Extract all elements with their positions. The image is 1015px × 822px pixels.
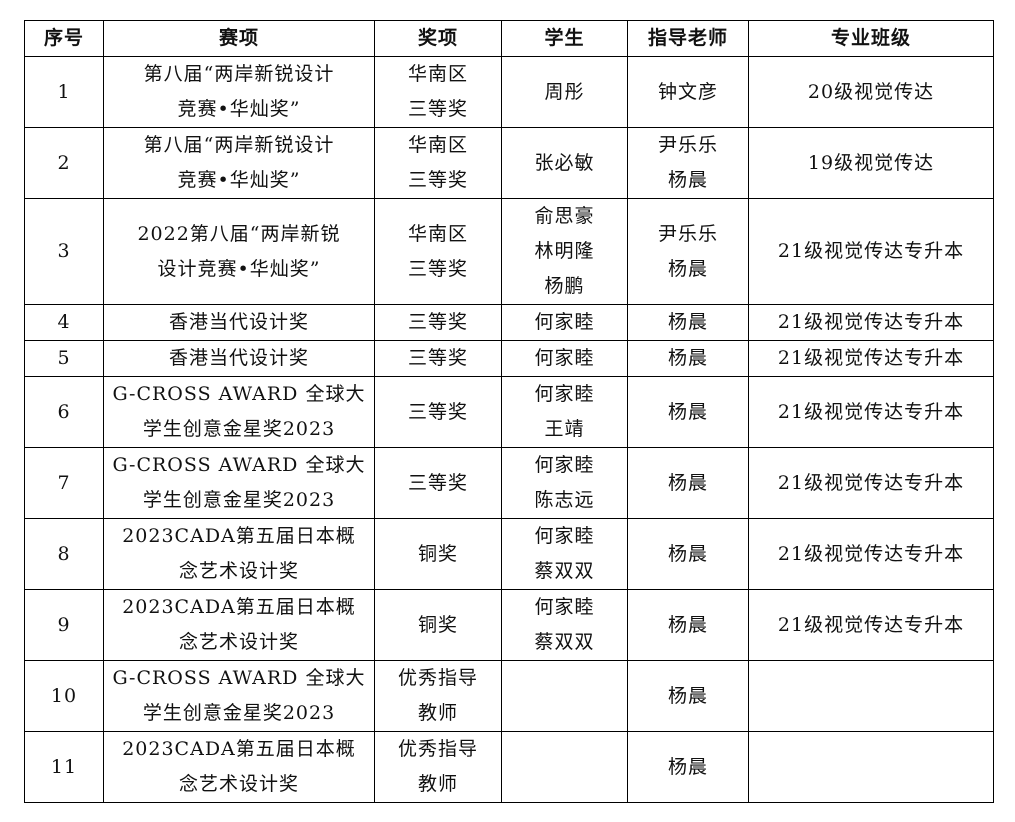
table-row: 4 香港当代设计奖 三等奖 何家睦 杨晨 21级视觉传达专升本 [24, 304, 994, 341]
header-row: 序号 赛项 奖项 学生 指导老师 专业班级 [24, 20, 994, 57]
cell-student [501, 731, 628, 803]
cell-competition: G-CROSS AWARD 全球大 学生创意金星奖2023 [103, 376, 375, 448]
cell-award: 铜奖 [374, 518, 502, 590]
cell-advisor: 杨晨 [627, 660, 749, 732]
cell-student: 何家睦 蔡双双 [501, 589, 628, 661]
cell-competition: 2023CADA第五届日本概 念艺术设计奖 [103, 518, 375, 590]
header-award: 奖项 [374, 20, 502, 57]
cell-advisor: 杨晨 [627, 518, 749, 590]
header-competition: 赛项 [103, 20, 375, 57]
cell-advisor: 杨晨 [627, 589, 749, 661]
cell-index: 1 [24, 56, 104, 128]
cell-competition: 2022第八届“两岸新锐 设计竞赛•华灿奖” [103, 198, 375, 305]
cell-student: 张必敏 [501, 127, 628, 199]
cell-advisor: 杨晨 [627, 304, 749, 341]
cell-index: 5 [24, 340, 104, 377]
cell-advisor: 杨晨 [627, 447, 749, 519]
cell-index: 7 [24, 447, 104, 519]
table-row: 9 2023CADA第五届日本概 念艺术设计奖 铜奖 何家睦 蔡双双 杨晨 21级视觉传达… [24, 589, 994, 661]
table-row: 8 2023CADA第五届日本概 念艺术设计奖 铜奖 何家睦 蔡双双 杨晨 21级视觉传达… [24, 518, 994, 590]
cell-competition: 第八届“两岸新锐设计 竞赛•华灿奖” [103, 56, 375, 128]
cell-award: 铜奖 [374, 589, 502, 661]
cell-award: 优秀指导 教师 [374, 660, 502, 732]
table-row: 5 香港当代设计奖 三等奖 何家睦 杨晨 21级视觉传达专升本 [24, 340, 994, 377]
cell-student: 何家睦 [501, 340, 628, 377]
cell-index: 9 [24, 589, 104, 661]
cell-class: 20级视觉传达 [748, 56, 994, 128]
cell-award: 华南区 三等奖 [374, 127, 502, 199]
cell-advisor: 杨晨 [627, 731, 749, 803]
table-row: 7 G-CROSS AWARD 全球大 学生创意金星奖2023 三等奖 何家睦 陈志远… [24, 447, 994, 519]
cell-award: 三等奖 [374, 340, 502, 377]
header-class: 专业班级 [748, 20, 994, 57]
table-row: 1 第八届“两岸新锐设计 竞赛•华灿奖” 华南区 三等奖 周彤 钟文彦 20级视觉传达 [24, 56, 994, 128]
cell-student: 何家睦 [501, 304, 628, 341]
cell-advisor: 钟文彦 [627, 56, 749, 128]
table-row: 10 G-CROSS AWARD 全球大 学生创意金星奖2023 优秀指导 教师 杨晨 [24, 660, 994, 732]
cell-advisor: 尹乐乐 杨晨 [627, 127, 749, 199]
cell-index: 6 [24, 376, 104, 448]
cell-student: 俞思豪 林明隆 杨鹏 [501, 198, 628, 305]
cell-competition: G-CROSS AWARD 全球大 学生创意金星奖2023 [103, 660, 375, 732]
cell-competition: 2023CADA第五届日本概 念艺术设计奖 [103, 589, 375, 661]
cell-index: 8 [24, 518, 104, 590]
cell-class: 21级视觉传达专升本 [748, 304, 994, 341]
cell-class: 21级视觉传达专升本 [748, 518, 994, 590]
cell-award: 三等奖 [374, 447, 502, 519]
cell-award: 华南区 三等奖 [374, 56, 502, 128]
table-row: 2 第八届“两岸新锐设计 竞赛•华灿奖” 华南区 三等奖 张必敏 尹乐乐 杨晨 19级视觉… [24, 127, 994, 199]
cell-student: 周彤 [501, 56, 628, 128]
cell-award: 优秀指导 教师 [374, 731, 502, 803]
cell-advisor: 杨晨 [627, 376, 749, 448]
table-row: 6 G-CROSS AWARD 全球大 学生创意金星奖2023 三等奖 何家睦 王靖杨… [24, 376, 994, 448]
header-index: 序号 [24, 20, 104, 57]
cell-award: 三等奖 [374, 376, 502, 448]
cell-class: 21级视觉传达专升本 [748, 376, 994, 448]
cell-student: 何家睦 蔡双双 [501, 518, 628, 590]
cell-competition: 香港当代设计奖 [103, 304, 375, 341]
cell-student [501, 660, 628, 732]
cell-class: 21级视觉传达专升本 [748, 447, 994, 519]
cell-index: 3 [24, 198, 104, 305]
cell-student: 何家睦 陈志远 [501, 447, 628, 519]
cell-competition: 第八届“两岸新锐设计 竞赛•华灿奖” [103, 127, 375, 199]
cell-competition: 香港当代设计奖 [103, 340, 375, 377]
cell-class: 21级视觉传达专升本 [748, 198, 994, 305]
cell-advisor: 杨晨 [627, 340, 749, 377]
cell-index: 2 [24, 127, 104, 199]
cell-class [748, 660, 994, 732]
cell-class: 21级视觉传达专升本 [748, 340, 994, 377]
cell-competition: 2023CADA第五届日本概 念艺术设计奖 [103, 731, 375, 803]
cell-index: 10 [24, 660, 104, 732]
cell-student: 何家睦 王靖 [501, 376, 628, 448]
header-advisor: 指导老师 [627, 20, 749, 57]
cell-advisor: 尹乐乐 杨晨 [627, 198, 749, 305]
cell-class [748, 731, 994, 803]
cell-competition: G-CROSS AWARD 全球大 学生创意金星奖2023 [103, 447, 375, 519]
table-row: 3 2022第八届“两岸新锐 设计竞赛•华灿奖” 华南区 三等奖 俞思豪 林明隆 杨鹏… [24, 198, 994, 305]
awards-table: 序号 赛项 奖项 学生 指导老师 专业班级 1 第八届“两岸新锐设计 竞赛•华灿奖… [24, 20, 994, 803]
header-student: 学生 [501, 20, 628, 57]
cell-class: 19级视觉传达 [748, 127, 994, 199]
cell-class: 21级视觉传达专升本 [748, 589, 994, 661]
cell-index: 11 [24, 731, 104, 803]
cell-award: 华南区 三等奖 [374, 198, 502, 305]
table-row: 11 2023CADA第五届日本概 念艺术设计奖 优秀指导 教师 杨晨 [24, 731, 994, 803]
cell-award: 三等奖 [374, 304, 502, 341]
cell-index: 4 [24, 304, 104, 341]
